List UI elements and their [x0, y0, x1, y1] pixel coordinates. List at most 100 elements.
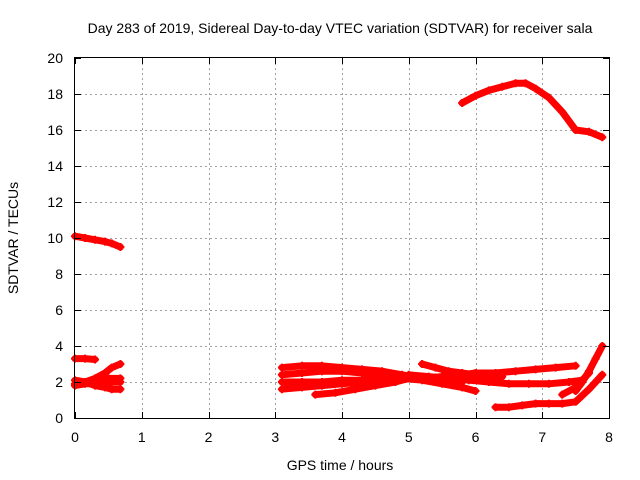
data-point	[471, 91, 480, 100]
data-point	[498, 372, 507, 381]
data-point	[544, 379, 553, 388]
data-point	[277, 378, 286, 386]
data-point	[297, 361, 306, 370]
data-point	[101, 237, 110, 246]
y-tick-label: 12	[47, 194, 63, 210]
data-point	[544, 399, 553, 408]
data-point	[431, 363, 440, 372]
y-tick-label: 4	[55, 338, 63, 354]
data-point	[331, 388, 340, 397]
series-arc-12	[311, 374, 413, 399]
data-point	[444, 374, 453, 383]
plot-frame	[74, 57, 610, 419]
data-point	[571, 397, 580, 406]
data-point	[511, 367, 520, 376]
x-tick-label: 6	[472, 429, 480, 445]
data-point	[107, 385, 116, 394]
data-point	[491, 403, 500, 412]
x-tick-label: 5	[405, 429, 413, 445]
x-tick-label: 0	[71, 429, 79, 445]
data-point	[531, 399, 540, 408]
data-point	[107, 363, 116, 372]
data-point	[511, 79, 520, 88]
series-layer	[71, 79, 607, 412]
x-tick-label: 3	[271, 429, 279, 445]
series-arc-6	[94, 374, 125, 383]
data-point	[484, 378, 493, 386]
data-point	[107, 239, 116, 248]
data-point	[521, 79, 530, 88]
data-point	[591, 354, 600, 363]
data-point	[518, 401, 527, 410]
data-point	[338, 367, 346, 376]
data-point	[484, 86, 493, 95]
data-point	[471, 387, 480, 395]
data-point	[277, 370, 286, 379]
grid-layer	[75, 58, 609, 418]
data-point	[504, 379, 513, 388]
data-point	[317, 367, 326, 376]
data-point	[371, 381, 380, 390]
series-arc-7	[458, 79, 607, 142]
data-point	[311, 390, 320, 399]
y-tick-label: 10	[47, 230, 63, 246]
series-arc-2	[71, 354, 100, 364]
data-point	[598, 370, 607, 379]
x-tick-label: 7	[538, 429, 546, 445]
y-tick-label: 16	[47, 122, 63, 138]
y-tick-label: 6	[55, 302, 63, 318]
data-point	[458, 369, 467, 377]
data-point	[584, 385, 593, 394]
data-point	[531, 365, 540, 374]
data-point	[558, 390, 567, 399]
data-point	[116, 243, 125, 251]
data-point	[101, 383, 110, 392]
data-point	[571, 126, 580, 134]
data-point	[391, 378, 400, 386]
data-point	[94, 374, 103, 383]
data-point	[464, 376, 473, 385]
data-point	[544, 93, 553, 102]
data-point	[297, 383, 306, 392]
series-arc-13	[418, 360, 507, 381]
data-point	[358, 369, 367, 377]
series-arc-17	[558, 369, 593, 399]
data-point	[418, 360, 427, 368]
chart-title: Day 283 of 2019, Sidereal Day-to-day VTE…	[88, 20, 593, 36]
data-point	[498, 82, 507, 91]
data-point	[524, 379, 533, 388]
data-point	[338, 379, 346, 388]
data-point	[584, 127, 593, 136]
series-line	[405, 371, 586, 388]
data-point	[458, 383, 467, 392]
y-tick-label: 2	[55, 374, 63, 390]
data-point	[551, 363, 560, 372]
series-arc-1	[71, 232, 125, 251]
data-point	[91, 355, 100, 364]
data-point	[116, 385, 125, 394]
data-point	[424, 372, 433, 381]
data-point	[277, 385, 286, 394]
data-point	[598, 133, 607, 142]
data-point	[81, 234, 90, 242]
y-tick-label: 8	[55, 266, 63, 282]
data-point	[81, 378, 90, 386]
data-point	[531, 84, 540, 93]
data-point	[564, 378, 573, 386]
y-tick-label: 0	[55, 410, 63, 426]
data-point	[458, 99, 467, 107]
x-axis-title: GPS time / hours	[287, 457, 394, 473]
data-point	[571, 383, 580, 392]
data-point	[317, 381, 326, 390]
y-tick-label: 20	[47, 50, 63, 66]
data-point	[558, 108, 567, 116]
data-point	[91, 235, 100, 244]
data-point	[91, 381, 100, 390]
data-point	[297, 369, 306, 377]
data-point	[504, 403, 513, 412]
data-point	[404, 370, 413, 379]
data-point	[444, 367, 453, 376]
data-point	[351, 385, 360, 394]
